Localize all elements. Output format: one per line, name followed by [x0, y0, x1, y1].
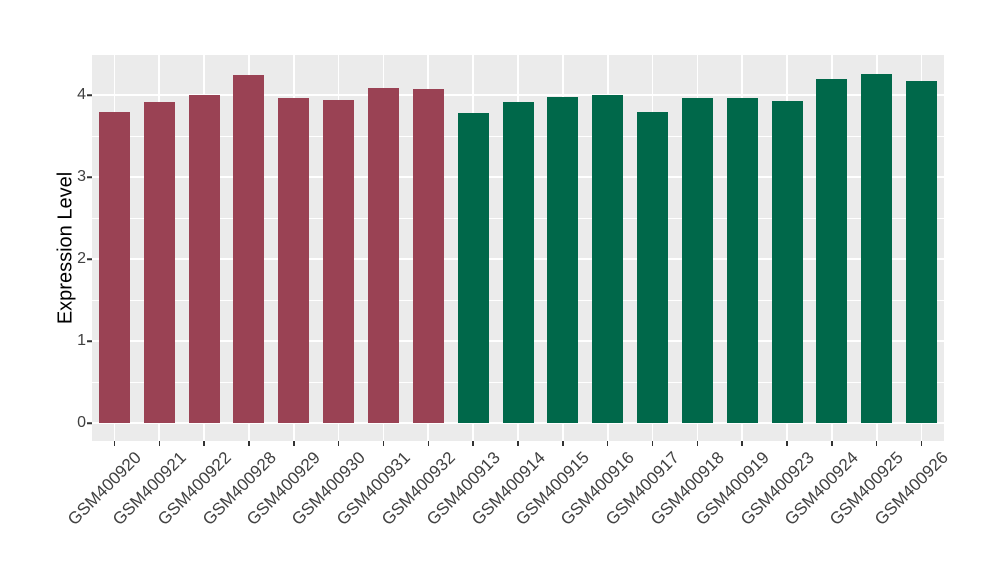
- x-tick-mark: [248, 441, 250, 446]
- h-gridline-major: [92, 94, 944, 96]
- x-tick-mark: [337, 441, 340, 446]
- bar: [547, 97, 579, 423]
- y-tick-label: 2: [77, 250, 86, 267]
- x-tick-mark: [696, 441, 699, 446]
- x-tick-mark: [562, 441, 564, 446]
- x-tick-mark: [741, 441, 743, 446]
- bar: [457, 113, 489, 423]
- y-tick-label: 0: [77, 414, 86, 431]
- plot-panel: [92, 55, 944, 441]
- bar: [726, 98, 758, 423]
- x-tick-mark: [203, 441, 205, 446]
- x-tick-mark: [293, 441, 295, 446]
- x-tick-mark: [517, 441, 519, 446]
- y-tick-label: 4: [77, 86, 86, 103]
- bar: [861, 73, 893, 423]
- x-tick-mark: [920, 441, 923, 446]
- bar: [637, 112, 669, 423]
- bar: [681, 98, 713, 423]
- x-tick-mark: [427, 441, 430, 446]
- bar: [367, 88, 399, 423]
- bar: [906, 81, 938, 423]
- bar: [412, 89, 444, 423]
- bar: [143, 101, 175, 423]
- y-tick-label: 1: [77, 332, 86, 349]
- x-tick-mark: [875, 441, 878, 446]
- y-tick-mark: [87, 176, 92, 178]
- bar: [323, 99, 355, 423]
- x-tick-mark: [786, 441, 788, 446]
- x-tick-mark: [651, 441, 654, 446]
- x-tick-mark: [113, 441, 116, 446]
- bar: [816, 78, 848, 423]
- bar: [502, 102, 534, 423]
- x-tick-mark: [158, 441, 160, 446]
- bar: [771, 100, 803, 423]
- bar: [278, 98, 310, 423]
- y-tick-mark: [87, 94, 92, 96]
- x-tick-mark: [606, 441, 609, 446]
- y-axis-title: Expression Level: [54, 171, 77, 325]
- bar: [98, 112, 130, 423]
- y-tick-mark: [87, 422, 92, 424]
- y-tick-mark: [87, 258, 92, 260]
- x-tick-mark: [472, 441, 474, 446]
- bar: [188, 95, 220, 423]
- y-tick-label: 3: [77, 168, 86, 185]
- x-tick-mark: [831, 441, 833, 446]
- bar: [233, 75, 265, 423]
- bar: [592, 95, 624, 423]
- x-tick-mark: [382, 441, 385, 446]
- y-tick-mark: [87, 340, 92, 342]
